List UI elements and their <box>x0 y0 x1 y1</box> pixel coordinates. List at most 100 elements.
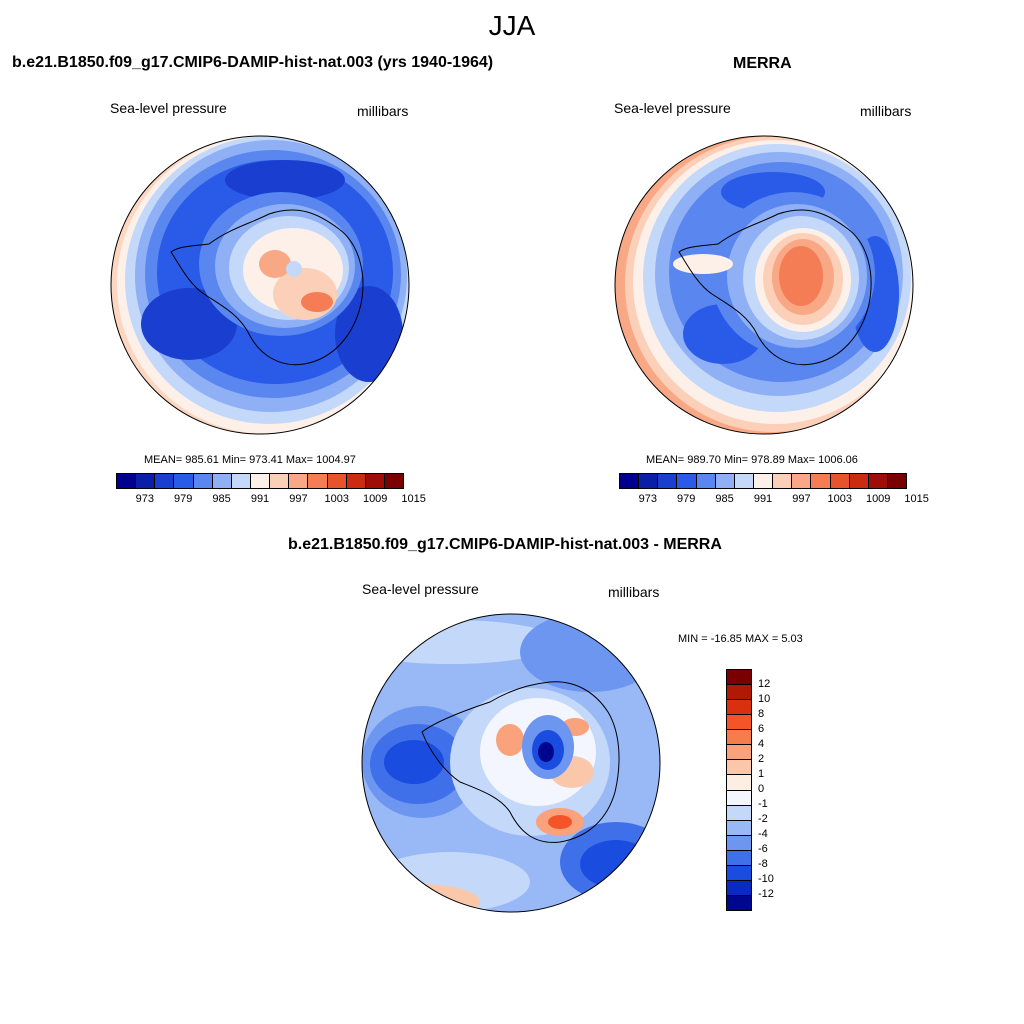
colorbar-swatch <box>727 760 751 776</box>
colorbar-swatch <box>727 790 751 806</box>
colorbar-tick-label: 1003 <box>324 493 350 505</box>
colorbar-swatch <box>327 474 347 488</box>
model-map <box>109 134 411 436</box>
obs-units-label: millibars <box>860 103 912 119</box>
colorbar-tick-label: -8 <box>758 858 768 870</box>
colorbar-tick-label: 10 <box>758 693 771 705</box>
obs-stats: MEAN= 989.70 Min= 978.89 Max= 1006.06 <box>646 454 858 466</box>
colorbar-tick-label: 973 <box>638 493 657 505</box>
model-stats: MEAN= 985.61 Min= 973.41 Max= 1004.97 <box>144 454 356 466</box>
diff-variable-label: Sea-level pressure <box>362 581 479 597</box>
diff-colorbar-swatches <box>726 669 752 911</box>
model-variable-label: Sea-level pressure <box>110 100 227 116</box>
model-units-label: millibars <box>357 103 409 119</box>
colorbar-tick-label: -6 <box>758 843 768 855</box>
colorbar-tick-label: 973 <box>135 493 154 505</box>
colorbar-tick-label: 985 <box>212 493 231 505</box>
colorbar-tick-label: 1003 <box>827 493 853 505</box>
colorbar-swatch <box>727 730 751 746</box>
colorbar-tick-label: -1 <box>758 798 768 810</box>
colorbar-swatch <box>811 474 831 488</box>
colorbar-swatch <box>193 474 213 488</box>
colorbar-swatch <box>658 474 678 488</box>
colorbar-swatch <box>136 474 156 488</box>
colorbar-swatch <box>639 474 659 488</box>
colorbar-swatch <box>773 474 793 488</box>
colorbar-tick-label: 1009 <box>865 493 891 505</box>
colorbar-swatch <box>727 805 751 821</box>
colorbar-swatch <box>887 474 907 488</box>
colorbar-tick-label: 1015 <box>401 493 426 505</box>
model-panel-title: b.e21.B1850.f09_g17.CMIP6-DAMIP-hist-nat… <box>12 54 494 71</box>
obs-map <box>613 134 915 436</box>
colorbar-swatch <box>727 865 751 881</box>
colorbar-tick-label: 979 <box>677 493 696 505</box>
colorbar-swatch <box>734 474 754 488</box>
obs-colorbar-swatches <box>619 473 907 489</box>
colorbar-tick-label: 6 <box>758 723 765 735</box>
obs-panel-title: MERRA <box>733 55 792 72</box>
obs-colorbar: 973 979 985 991 997 1003 1009 1015 <box>619 473 929 509</box>
diff-map <box>360 612 662 914</box>
colorbar-tick-label: 997 <box>289 493 308 505</box>
colorbar-tick-label: -12 <box>758 888 774 900</box>
model-colorbar-ticks: 973 979 985 991 997 1003 1009 1015 <box>116 493 426 509</box>
colorbar-swatch <box>753 474 774 488</box>
colorbar-swatch <box>250 474 271 488</box>
model-colorbar: 973 979 985 991 997 1003 1009 1015 <box>116 473 426 509</box>
colorbar-swatch <box>346 474 366 488</box>
colorbar-swatch <box>727 745 751 761</box>
colorbar-tick-label: 8 <box>758 708 765 720</box>
colorbar-swatch <box>792 474 812 488</box>
colorbar-swatch <box>155 474 175 488</box>
colorbar-swatch <box>727 775 751 791</box>
colorbar-swatch <box>620 474 640 488</box>
colorbar-swatch <box>270 474 290 488</box>
colorbar-swatch <box>117 474 137 488</box>
colorbar-swatch <box>727 670 751 686</box>
colorbar-swatch <box>868 474 888 488</box>
colorbar-swatch <box>849 474 869 488</box>
colorbar-tick-label: 1 <box>758 768 765 780</box>
colorbar-swatch <box>727 685 751 701</box>
colorbar-tick-label: 1015 <box>904 493 929 505</box>
colorbar-swatch <box>727 715 751 731</box>
colorbar-swatch <box>727 850 751 866</box>
colorbar-swatch <box>677 474 697 488</box>
diff-stats: MIN = -16.85 MAX = 5.03 <box>678 633 803 645</box>
colorbar-swatch <box>830 474 850 488</box>
colorbar-tick-label: -4 <box>758 828 768 840</box>
colorbar-tick-label: 1009 <box>362 493 388 505</box>
colorbar-tick-label: -2 <box>758 813 768 825</box>
colorbar-swatch <box>727 895 751 910</box>
diff-panel-title: b.e21.B1850.f09_g17.CMIP6-DAMIP-hist-nat… <box>288 536 722 553</box>
colorbar-tick-label: 991 <box>753 493 773 505</box>
colorbar-swatch <box>696 474 716 488</box>
colorbar-tick-label: 12 <box>758 678 771 690</box>
colorbar-swatch <box>727 820 751 836</box>
colorbar-swatch <box>174 474 194 488</box>
colorbar-tick-label: 2 <box>758 753 765 765</box>
diff-colorbar-ticks: 12 10 8 6 4 2 1 0 -1 -2 -4 -6 -8 -10 -12 <box>758 669 798 909</box>
figure-title: JJA <box>488 10 536 41</box>
colorbar-tick-label: 0 <box>758 783 765 795</box>
colorbar-swatch <box>384 474 404 488</box>
obs-variable-label: Sea-level pressure <box>614 100 731 116</box>
colorbar-tick-label: 979 <box>174 493 193 505</box>
colorbar-swatch <box>212 474 232 488</box>
colorbar-swatch <box>715 474 735 488</box>
colorbar-tick-label: 997 <box>792 493 811 505</box>
diff-colorbar: 12 10 8 6 4 2 1 0 -1 -2 -4 -6 -8 -10 -12 <box>726 669 774 911</box>
colorbar-swatch <box>289 474 309 488</box>
colorbar-swatch <box>308 474 328 488</box>
colorbar-swatch <box>727 880 751 896</box>
colorbar-swatch <box>365 474 385 488</box>
diff-units-label: millibars <box>608 584 660 600</box>
colorbar-tick-label: 991 <box>250 493 270 505</box>
obs-colorbar-ticks: 973 979 985 991 997 1003 1009 1015 <box>619 493 929 509</box>
colorbar-tick-label: 4 <box>758 738 765 750</box>
model-colorbar-swatches <box>116 473 404 489</box>
colorbar-tick-label: -10 <box>758 873 774 885</box>
colorbar-swatch <box>727 835 751 851</box>
colorbar-swatch <box>231 474 251 488</box>
